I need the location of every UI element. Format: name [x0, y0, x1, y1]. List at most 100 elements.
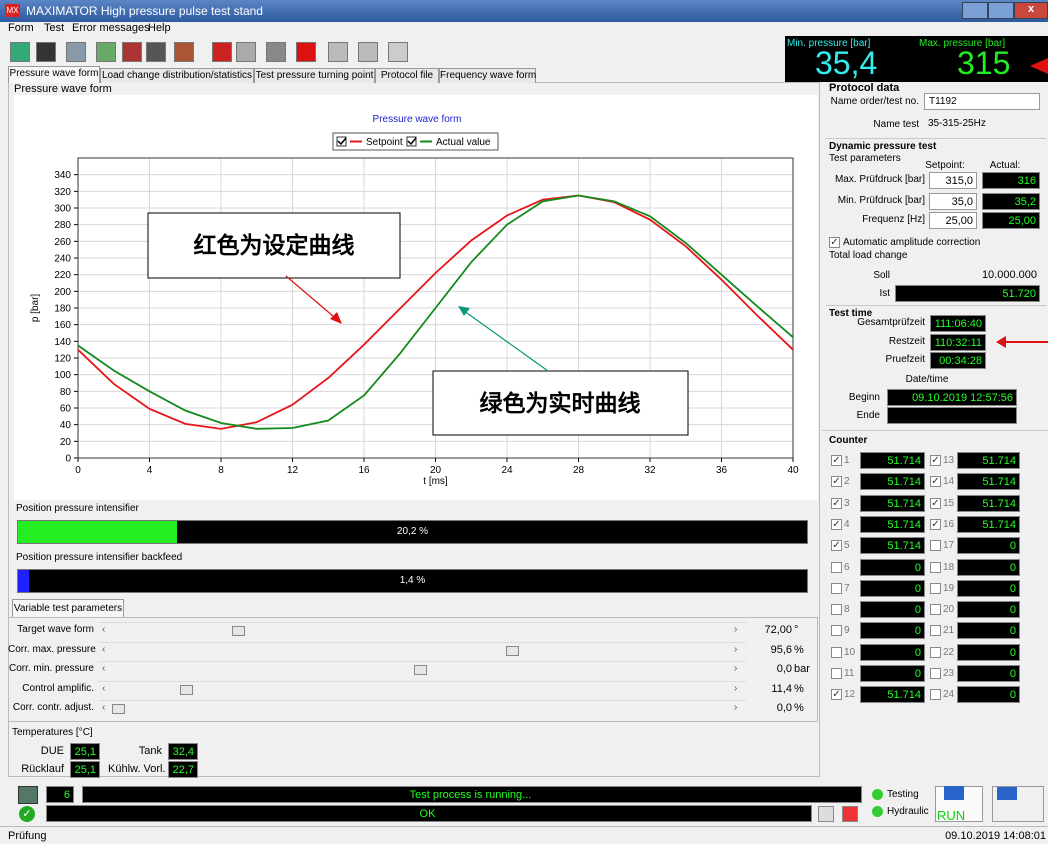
counter-checkbox[interactable]: ✓ [831, 540, 842, 552]
counter-checkbox[interactable] [831, 668, 842, 679]
counter-checkbox[interactable] [930, 646, 941, 658]
toolbar-button[interactable] [96, 42, 116, 62]
y-tick-label: 40 [60, 420, 72, 431]
counter-value: 51.714 [957, 515, 1020, 533]
close-button[interactable]: x [1014, 2, 1048, 19]
counter-checkbox[interactable] [831, 604, 842, 616]
toolbar-button[interactable] [296, 42, 316, 62]
slider-thumb[interactable] [180, 685, 193, 695]
menu-item[interactable]: Error messages [72, 22, 150, 34]
counter-checkbox[interactable]: ✓ [831, 497, 842, 509]
counter-checkbox[interactable]: ✓ [930, 476, 941, 488]
param-label: Target wave form [17, 624, 94, 635]
y-tick-label: 80 [60, 387, 72, 398]
toolbar-button[interactable] [146, 42, 166, 62]
toolbar-button[interactable] [266, 42, 286, 62]
slider-track[interactable] [98, 661, 746, 677]
annotation-arrow [459, 307, 549, 372]
counter-checkbox[interactable] [930, 582, 941, 594]
pressure-display: Min. pressure [bar] 35,4 Max. pressure [… [785, 36, 1048, 82]
counter-checkbox[interactable] [831, 582, 842, 594]
menu-item[interactable]: Test [44, 22, 65, 34]
counter-checkbox[interactable] [930, 625, 941, 637]
counter-value: 51.714 [860, 686, 925, 704]
slider-arrow: › [734, 702, 738, 713]
menu-item[interactable]: Form [8, 22, 34, 34]
slider-arrow: › [734, 663, 738, 674]
x-tick-label: 36 [716, 465, 728, 476]
toolbar-button[interactable] [328, 42, 348, 62]
slider-arrow: ‹ [102, 702, 106, 713]
field-value: 35-315-25Hz [924, 116, 1040, 133]
y-axis-label: p [bar] [30, 294, 41, 323]
tab[interactable]: Pressure wave form [8, 66, 100, 83]
separator [822, 430, 1048, 431]
checkbox[interactable]: ✓ [829, 237, 840, 248]
toolbar-button[interactable] [212, 42, 232, 62]
minimize-button[interactable] [962, 2, 988, 19]
tab[interactable]: Protocol file [375, 68, 439, 83]
toolbar-button[interactable] [36, 42, 56, 62]
param-unit: bar [794, 663, 810, 675]
counter-checkbox[interactable]: ✓ [930, 518, 941, 530]
y-tick-label: 60 [60, 404, 72, 415]
arrow-head [330, 312, 342, 324]
field-value: T1192 [924, 93, 1040, 110]
slider-thumb[interactable] [506, 646, 519, 656]
counter-checkbox[interactable]: ✓ [831, 689, 842, 701]
counter-checkbox[interactable] [930, 689, 941, 701]
tab[interactable]: Test pressure turning point [254, 68, 375, 83]
counter-checkbox[interactable] [831, 646, 842, 658]
annotation-arrow [285, 275, 341, 323]
counter-checkbox[interactable] [831, 625, 842, 637]
maximize-button[interactable] [988, 2, 1014, 19]
counter-checkbox[interactable]: ✓ [930, 497, 941, 509]
tab[interactable]: Load change distribution/statistics [100, 68, 254, 83]
toolbar-button[interactable] [10, 42, 30, 62]
chart-title: Pressure wave form [373, 114, 462, 125]
slider-track[interactable] [98, 622, 746, 638]
sub-tab[interactable]: Variable test parameters [12, 599, 124, 618]
red-arrow [1030, 58, 1048, 74]
progress-label: 1,4 % [399, 575, 426, 586]
counter-checkbox[interactable]: ✓ [831, 518, 842, 530]
slider-arrow: ‹ [102, 644, 106, 655]
x-tick-label: 4 [147, 465, 153, 476]
counter-checkbox[interactable]: ✓ [831, 455, 842, 466]
toolbar-button[interactable] [388, 42, 408, 62]
status-message: Test process is running... [82, 786, 862, 803]
report-button[interactable] [842, 806, 858, 822]
counter-label: 11 [844, 668, 855, 679]
progress-fill [18, 521, 178, 543]
temp-label: Tank [138, 745, 162, 757]
y-tick-label: 120 [54, 354, 71, 365]
counter-checkbox[interactable] [930, 668, 941, 679]
counter-label: 19 [943, 582, 955, 594]
slider-track[interactable] [98, 642, 746, 658]
counter-checkbox[interactable] [930, 540, 941, 552]
counter-checkbox[interactable]: ✓ [831, 476, 842, 488]
slider-track[interactable] [98, 700, 746, 716]
counter-value: 0 [957, 665, 1020, 682]
toolbar-button[interactable] [236, 42, 256, 62]
counter-checkbox[interactable]: ✓ [930, 455, 941, 466]
slider-thumb[interactable] [414, 665, 427, 675]
toolbar-button[interactable] [174, 42, 194, 62]
counter-value: 0 [957, 558, 1020, 576]
tab[interactable]: Frequency wave form [439, 68, 537, 83]
slider-thumb[interactable] [232, 626, 245, 636]
temp-label: Rücklauf [21, 763, 64, 775]
toolbar-button[interactable] [122, 42, 142, 62]
print-button[interactable] [818, 806, 834, 822]
toolbar-button[interactable] [358, 42, 378, 62]
toolbar-button[interactable] [66, 42, 86, 62]
slider-track[interactable] [98, 681, 746, 697]
counter-checkbox[interactable] [930, 561, 941, 573]
section-title: Dynamic pressure test [829, 141, 937, 152]
pc-icon [997, 786, 1017, 800]
counter-checkbox[interactable] [930, 604, 941, 616]
counter-value: 0 [957, 686, 1020, 704]
menu-item[interactable]: Help [148, 22, 171, 34]
counter-checkbox[interactable] [831, 561, 842, 573]
slider-thumb[interactable] [112, 704, 125, 714]
